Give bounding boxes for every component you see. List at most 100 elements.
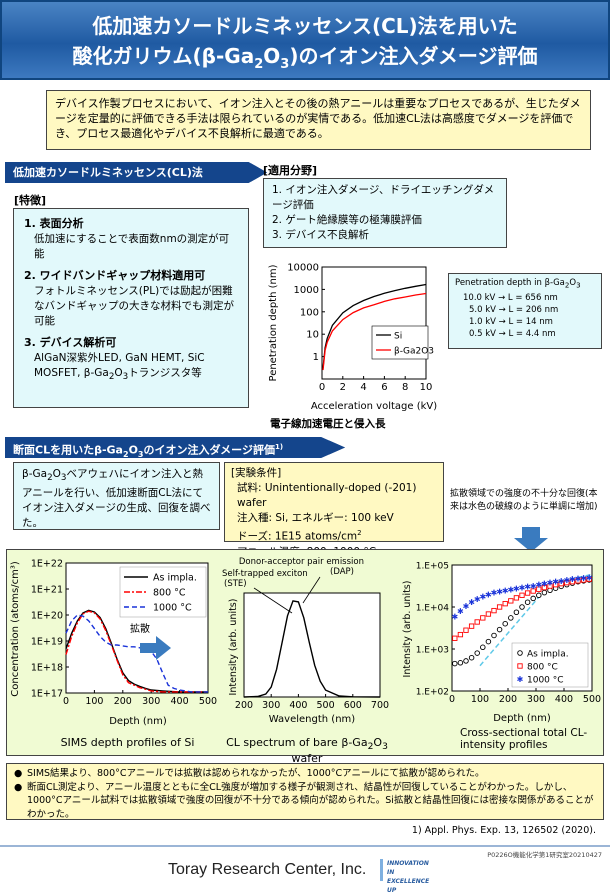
ste-label-line2: (STE) bbox=[224, 579, 247, 589]
data-point bbox=[541, 584, 548, 591]
footer-divider bbox=[0, 845, 610, 847]
page-title: 低加速カソードルミネッセンス(CL)法を用いた 酸化ガリウム(β-Ga2O3)の… bbox=[0, 0, 610, 80]
data-point bbox=[468, 623, 475, 629]
data-point bbox=[496, 604, 503, 610]
data-point: ✱ bbox=[563, 576, 570, 585]
penetration-row-3: 1.0 kV → L = 14 nm bbox=[469, 316, 553, 327]
diffusion-arrow-icon bbox=[140, 636, 171, 660]
penetration-plot: 0 2 4 6 8 10 1 10 100 1000 10000 Si β-Ga2O3 Accelerat… bbox=[268, 263, 437, 413]
legend-label: 1000 °C bbox=[153, 603, 192, 614]
feature-1-title: 1. 表面分析 bbox=[24, 217, 84, 230]
data-point bbox=[480, 615, 486, 621]
legend-box bbox=[371, 325, 429, 360]
data-point bbox=[452, 635, 458, 641]
series-line bbox=[65, 609, 208, 693]
intro-text: デバイス作製プロセスにおいて、イオン注入とその後の熱アニールは重要なプロセスであ… bbox=[55, 97, 581, 140]
x-axis-label: Depth (nm) bbox=[493, 713, 551, 724]
sims-plot: 0 100 200 300 400 500 1E+17 1E+18 1E+19 1E+20 1E+2… bbox=[10, 559, 217, 728]
data-point bbox=[580, 577, 587, 583]
legend-marker bbox=[517, 663, 523, 669]
y-tick-label: 1.E+05 bbox=[416, 562, 449, 572]
data-point bbox=[524, 599, 531, 605]
x-tick-label: 8 bbox=[402, 382, 408, 393]
x-axis-label: Wavelength (nm) bbox=[269, 714, 355, 725]
penetration-row-2: 5.0 kV → L = 206 nm bbox=[469, 304, 559, 315]
x-tick-label: 400 bbox=[171, 696, 189, 707]
data-point: ✱ bbox=[468, 598, 475, 607]
x-tick-label: 500 bbox=[317, 700, 335, 711]
data-point: ✱ bbox=[457, 607, 464, 616]
x-tick-label: 100 bbox=[85, 696, 103, 707]
y-tick-label: 1E+20 bbox=[31, 611, 63, 622]
cl-spectrum-caption: CL spectrum of bare β-Ga2O3 wafer bbox=[226, 736, 388, 766]
sims-caption: SIMS depth profiles of Si bbox=[60, 736, 195, 749]
section-header-cross-section-cl: 断面CLを用いたβ-Ga2O3のイオン注入ダメージ評価1) bbox=[5, 437, 345, 458]
y-tick-label: 10000 bbox=[287, 263, 319, 274]
data-point: ✱ bbox=[552, 578, 559, 587]
penetration-row-4: 0.5 kV → L = 4.4 nm bbox=[469, 328, 556, 339]
data-point: ✱ bbox=[530, 582, 537, 591]
title-line1: 低加速カソードルミネッセンス(CL)法を用いた bbox=[92, 14, 518, 38]
company-logo: INNOVATION IN EXCELLENCE UP bbox=[380, 859, 436, 893]
series-line bbox=[65, 610, 208, 693]
data-point bbox=[457, 660, 464, 666]
legend-label: 1000 °C bbox=[527, 676, 564, 686]
x-axis-label: Acceleration voltage (kV) bbox=[311, 401, 437, 412]
penetration-box-title: Penetration depth in β-Ga2O3 bbox=[455, 278, 581, 290]
data-point: ✱ bbox=[586, 574, 593, 583]
data-point: ✱ bbox=[547, 579, 554, 588]
x-tick-label: 0 bbox=[63, 696, 69, 707]
data-point bbox=[530, 588, 536, 594]
x-tick-label: 300 bbox=[527, 694, 545, 705]
application-item-2: 2. ゲート絶縁膜等の極薄膜評価 bbox=[272, 214, 422, 226]
conclusions-box: ● SIMS結果より、800°Cアニールでは拡散は認められなかったが、1000°C… bbox=[6, 763, 604, 820]
data-point bbox=[480, 644, 486, 651]
data-point bbox=[558, 580, 564, 587]
feature-2-title: 2. ワイドバンドギャップ材料適用可 bbox=[24, 269, 206, 282]
series-line bbox=[322, 292, 427, 371]
company-name: Toray Research Center, Inc. bbox=[168, 861, 367, 878]
data-point bbox=[457, 631, 464, 638]
data-point bbox=[474, 650, 480, 656]
data-point bbox=[513, 595, 520, 601]
feature-3-title: 3. デバイス解析可 bbox=[24, 336, 117, 349]
application-item-3: 3. デバイス不良解析 bbox=[272, 229, 370, 241]
penetration-depth-box: Penetration depth in β-Ga2O3 10.0 kV → L… bbox=[448, 273, 602, 349]
y-tick-label: 1 bbox=[313, 352, 319, 363]
series-line bbox=[243, 600, 381, 698]
penetration-chart: 0 2 4 6 8 10 1 10 100 1000 10000 Si β-Ga2O3 Accelerat… bbox=[268, 263, 437, 413]
data-point: ✱ bbox=[451, 612, 458, 621]
condition-sample: 試料: Unintentionally-doped (-201) wafer bbox=[237, 482, 417, 509]
dap-label-line2: (DAP) bbox=[330, 567, 354, 577]
legend-label-ga2o3: β-Ga2O3 bbox=[394, 347, 434, 357]
cl-spectrum-plot: 200 300 400 500 600 700 Donor-acceptor pair em… bbox=[222, 557, 389, 725]
y-axis-label: Penetration depth (nm) bbox=[268, 264, 279, 381]
sample-description-box: β-Ga2O3ベアウェハにイオン注入と熱アニールを行い、低加速断面CL法にてイオ… bbox=[13, 462, 220, 530]
cl-spectrum-chart: 200 300 400 500 600 700 Donor-acceptor pair em… bbox=[222, 557, 389, 725]
data-point bbox=[519, 604, 525, 610]
x-tick-label: 500 bbox=[199, 696, 217, 707]
y-tick-label: 1.E+03 bbox=[416, 646, 449, 656]
features-heading: [特徴] bbox=[14, 194, 47, 207]
sims-chart: 0 100 200 300 400 500 1E+17 1E+18 1E+19 1E+20 1E+2… bbox=[10, 559, 217, 728]
x-axis-label: Depth (nm) bbox=[109, 716, 167, 727]
legend-label-si: Si bbox=[394, 332, 402, 342]
ste-label-line1: Self-trapped exciton bbox=[222, 569, 308, 579]
y-axis-label: Concentration (atoms/cm³) bbox=[10, 561, 21, 697]
data-point bbox=[485, 611, 492, 617]
data-point: ✱ bbox=[502, 586, 509, 595]
data-point bbox=[586, 576, 592, 582]
data-point: ✱ bbox=[575, 575, 582, 584]
series-line bbox=[322, 283, 427, 369]
legend-label: 800 °C bbox=[527, 663, 558, 673]
data-point: ✱ bbox=[558, 577, 565, 586]
data-point bbox=[491, 632, 497, 639]
applications-heading: [適用分野] bbox=[263, 164, 318, 177]
intro-box: デバイス作製プロセスにおいて、イオン注入とその後の熱アニールは重要なプロセスであ… bbox=[46, 90, 591, 150]
x-tick-label: 0 bbox=[319, 382, 325, 393]
y-axis-label: Intensity (arb. units) bbox=[402, 581, 413, 678]
data-point bbox=[508, 615, 514, 621]
x-tick-label: 500 bbox=[583, 694, 601, 705]
data-point: ✱ bbox=[491, 589, 498, 598]
y-tick-label: 1E+19 bbox=[31, 637, 63, 648]
